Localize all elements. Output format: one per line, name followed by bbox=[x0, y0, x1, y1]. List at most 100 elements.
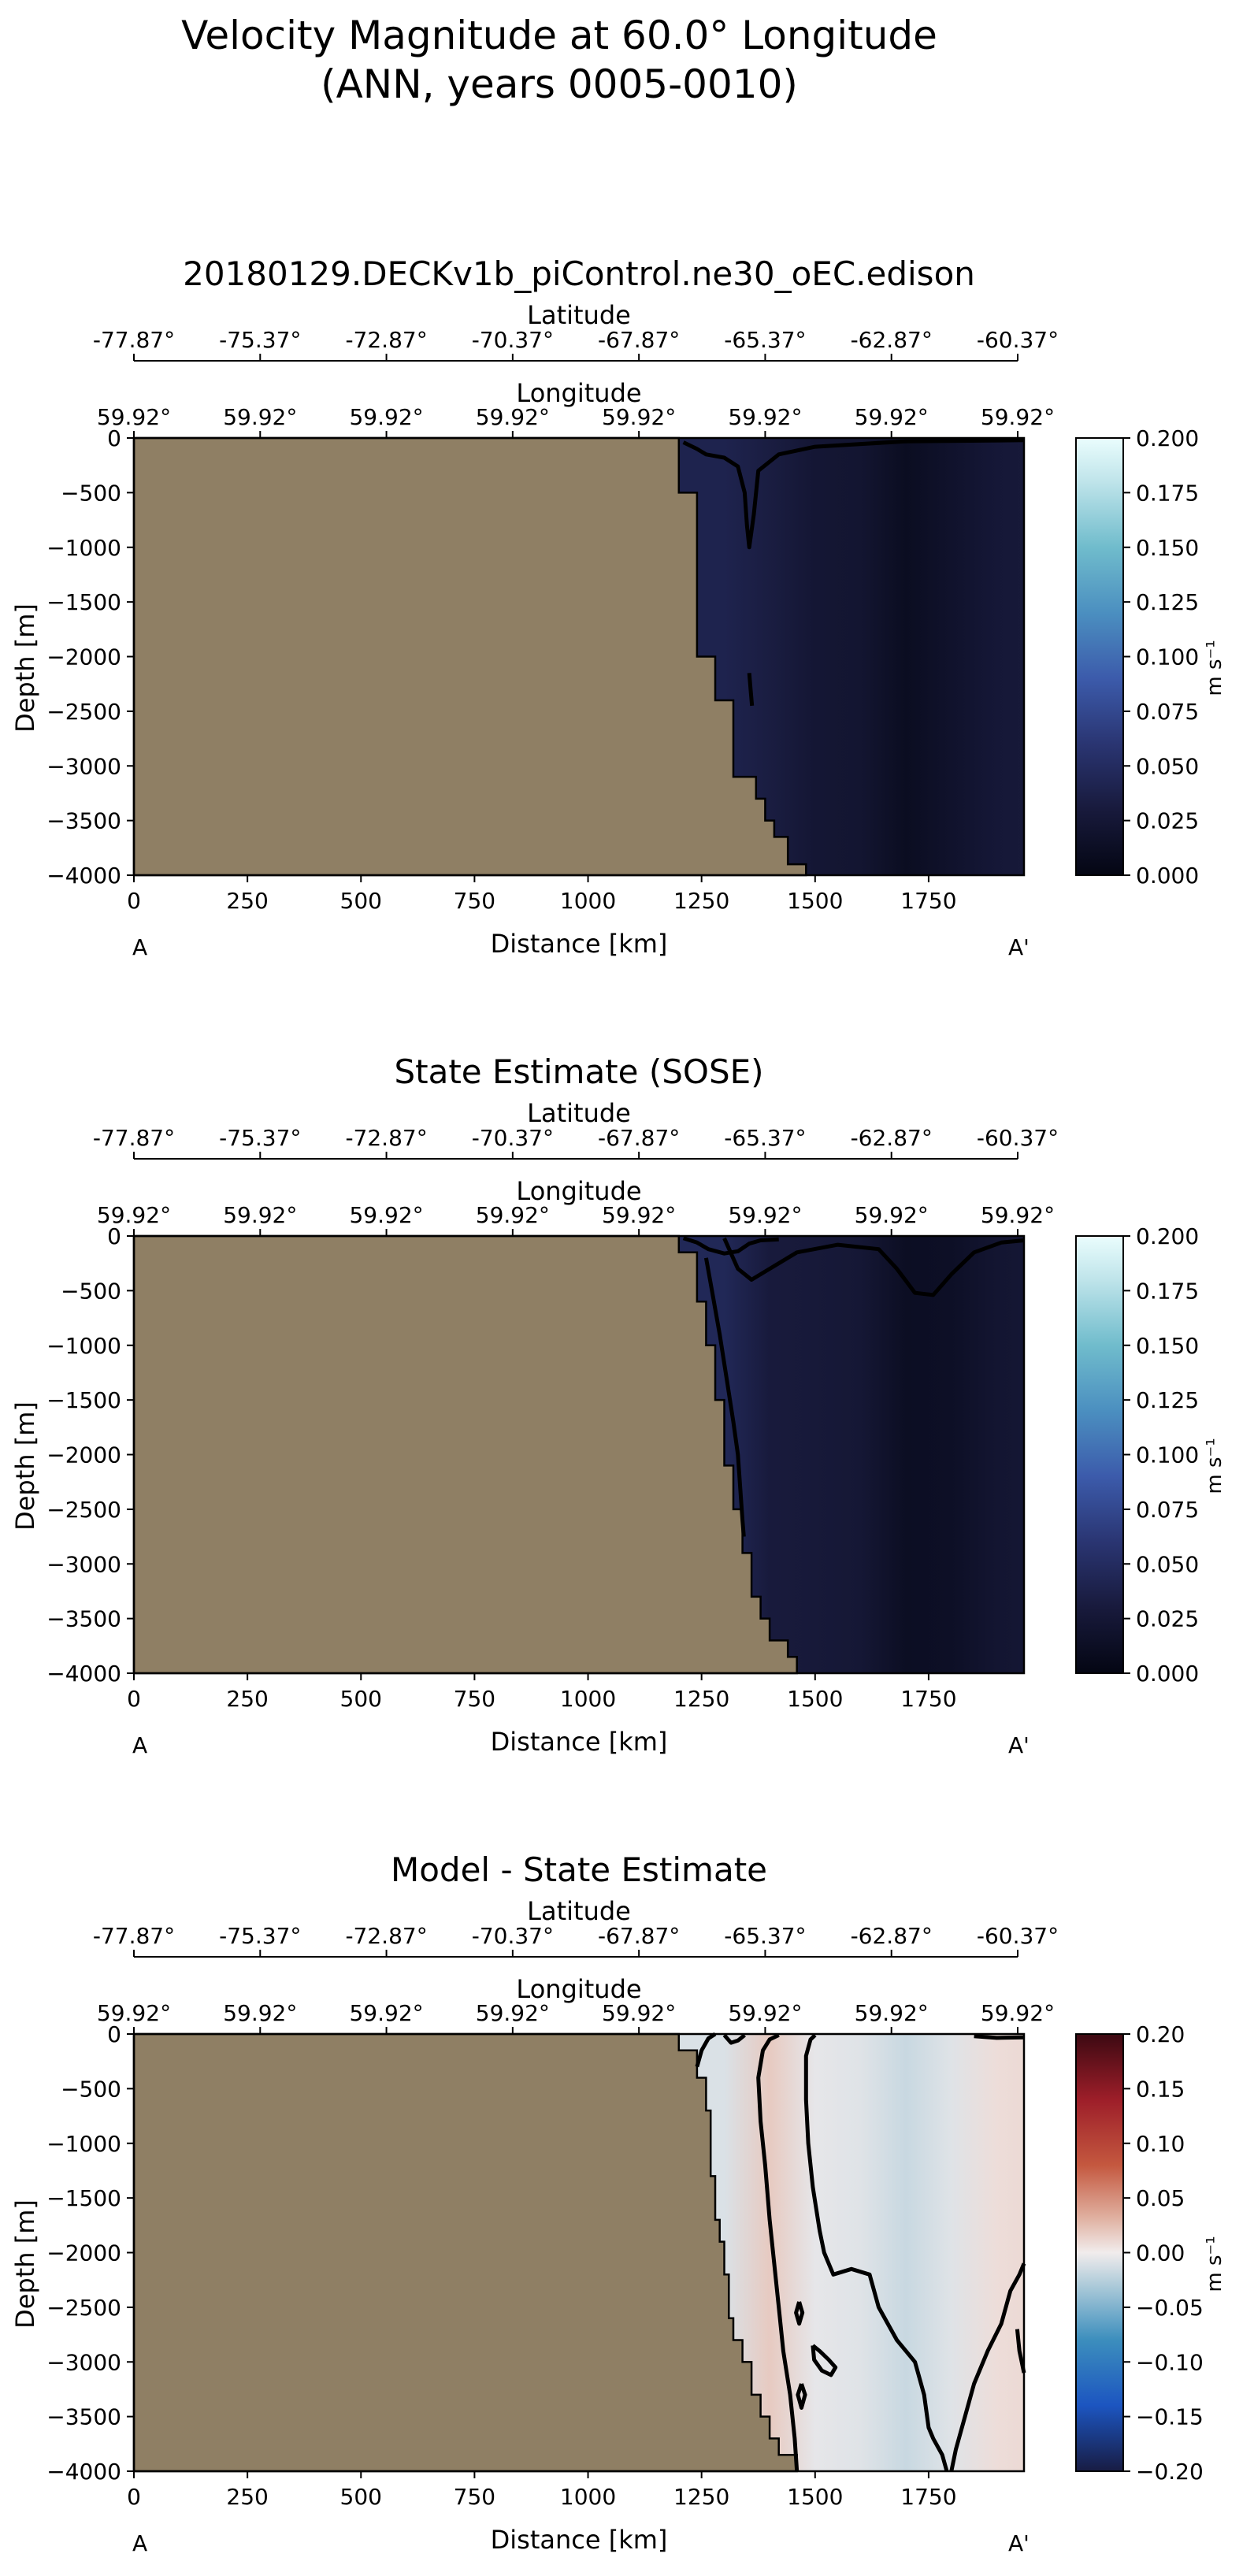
longitude-tick-label: 59.92° bbox=[602, 404, 676, 430]
latitude-tick-label: -67.87° bbox=[598, 1125, 680, 1151]
ytick-label: 0 bbox=[107, 425, 121, 451]
longitude-tick-label: 59.92° bbox=[349, 404, 423, 430]
colorbar-tick-label: 0.100 bbox=[1136, 644, 1199, 670]
colorbar-tick-label: 0.15 bbox=[1136, 2076, 1185, 2102]
colorbar-tick-label: 0.050 bbox=[1136, 1551, 1199, 1577]
xtick-label: 1500 bbox=[787, 2484, 843, 2510]
section-end-label: A' bbox=[1008, 2530, 1030, 2556]
longitude-tick-label: 59.92° bbox=[602, 2000, 676, 2026]
ytick-label: −1500 bbox=[46, 2185, 121, 2211]
latitude-tick-label: -62.87° bbox=[851, 1923, 933, 1949]
colorbar-gradient bbox=[1075, 437, 1124, 876]
xtick-label: 1500 bbox=[787, 1686, 843, 1712]
xtick-label: 1750 bbox=[900, 2484, 956, 2510]
latitude-tick-label: -72.87° bbox=[345, 327, 427, 353]
longitude-tick-label: 59.92° bbox=[97, 2000, 171, 2026]
ytick-label: −500 bbox=[61, 480, 121, 506]
xtick-label: 0 bbox=[127, 2484, 141, 2510]
panel-title: 20180129.DECKv1b_piControl.ne30_oEC.edis… bbox=[183, 254, 975, 293]
longitude-tick-label: 59.92° bbox=[476, 2000, 550, 2026]
xtick-label: 1750 bbox=[900, 888, 956, 914]
latitude-tick-label: -67.87° bbox=[598, 1923, 680, 1949]
latitude-tick-label: -77.87° bbox=[93, 327, 175, 353]
ytick-label: −4000 bbox=[46, 2459, 121, 2485]
latitude-tick-label: -65.37° bbox=[724, 1923, 806, 1949]
colorbar-tick-label: 0.175 bbox=[1136, 480, 1199, 506]
colorbar: 0.000 0.025 0.050 0.075 0.100 0.125 0.150 0.175… bbox=[1075, 425, 1199, 889]
longitude-tick-label: 59.92° bbox=[97, 1202, 171, 1228]
longitude-tick-label: 59.92° bbox=[97, 404, 171, 430]
colorbar-label: m s⁻¹ bbox=[1203, 1438, 1226, 1494]
xtick-label: 1250 bbox=[673, 888, 729, 914]
longitude-tick-label: 59.92° bbox=[728, 404, 802, 430]
contour-line bbox=[695, 2032, 717, 2068]
colorbar-tick-label: 0.025 bbox=[1136, 808, 1199, 834]
longitude-axis-label: Longitude bbox=[516, 1176, 641, 1206]
colorbar-tick-label: 0.050 bbox=[1136, 753, 1199, 779]
contour-line bbox=[756, 2033, 800, 2472]
ytick-label: −3500 bbox=[46, 1606, 121, 1632]
colorbar-tick-label: 0.150 bbox=[1136, 1333, 1199, 1359]
ytick-label: −500 bbox=[61, 1278, 121, 1304]
colorbar-tick-label: 0.200 bbox=[1136, 1223, 1199, 1249]
latitude-tick-label: -65.37° bbox=[724, 327, 806, 353]
latitude-tick-label: -77.87° bbox=[93, 1125, 175, 1151]
longitude-tick-label: 59.92° bbox=[728, 1202, 802, 1228]
colorbar: −0.20 −0.15 −0.10 −0.05 0.00 0.05 0.10 0.15 0.20 bbox=[1075, 2021, 1204, 2485]
latitude-tick-label: -72.87° bbox=[345, 1923, 427, 1949]
latitude-tick-label: -72.87° bbox=[345, 1125, 427, 1151]
latitude-tick-label: -60.37° bbox=[977, 327, 1059, 353]
latitude-tick-label: -75.37° bbox=[219, 1125, 301, 1151]
longitude-tick-label: 59.92° bbox=[981, 2000, 1055, 2026]
latitude-axis: -77.87° -75.37° -72.87° -70.37° -67.87° -65.3… bbox=[93, 1125, 1059, 1160]
colorbar-tick-label: 0.075 bbox=[1136, 699, 1199, 725]
panel-model: 20180129.DECKv1b_piControl.ne30_oEC.edis… bbox=[10, 254, 1226, 960]
ytick-label: −500 bbox=[61, 2076, 121, 2102]
contour-line bbox=[703, 1257, 746, 1537]
colorbar-tick-label: 0.125 bbox=[1136, 1387, 1199, 1413]
contour-line bbox=[722, 1237, 1025, 1297]
ytick-label: −3000 bbox=[46, 1551, 121, 1577]
contour-line bbox=[747, 673, 755, 707]
colorbar: 0.000 0.025 0.050 0.075 0.100 0.125 0.150 0.175… bbox=[1075, 1223, 1199, 1687]
latitude-tick-label: -60.37° bbox=[977, 1923, 1059, 1949]
section-plot: 0 250 500 750 1000 1250 1500 1750 0 −500 −1000 −150… bbox=[46, 1202, 1055, 1712]
latitude-axis: -77.87° -75.37° -72.87° -70.37° -67.87° -65.3… bbox=[93, 327, 1059, 362]
ytick-label: 0 bbox=[107, 1223, 121, 1249]
panel-title: Model - State Estimate bbox=[391, 1850, 767, 1889]
xtick-label: 1000 bbox=[560, 1686, 616, 1712]
latitude-tick-label: -70.37° bbox=[472, 327, 554, 353]
ytick-label: −3500 bbox=[46, 2404, 121, 2430]
bathymetry-land bbox=[132, 2032, 798, 2473]
longitude-tick-label: 59.92° bbox=[349, 1202, 423, 1228]
section-start-label: A bbox=[132, 2530, 147, 2556]
colorbar-tick-label: 0.000 bbox=[1136, 863, 1199, 889]
panel-title: State Estimate (SOSE) bbox=[394, 1052, 763, 1091]
colorbar-tick-label: 0.10 bbox=[1136, 2131, 1185, 2157]
xtick-label: 1250 bbox=[673, 2484, 729, 2510]
latitude-tick-label: -70.37° bbox=[472, 1125, 554, 1151]
xtick-label: 1000 bbox=[560, 2484, 616, 2510]
xtick-label: 1000 bbox=[560, 888, 616, 914]
ylabel: Depth [m] bbox=[10, 1401, 40, 1531]
colorbar-tick-label: 0.20 bbox=[1136, 2021, 1185, 2047]
xtick-label: 1250 bbox=[673, 1686, 729, 1712]
bathymetry-land bbox=[132, 436, 807, 877]
longitude-tick-label: 59.92° bbox=[855, 404, 929, 430]
xtick-label: 750 bbox=[454, 2484, 495, 2510]
longitude-tick-label: 59.92° bbox=[981, 404, 1055, 430]
latitude-axis: -77.87° -75.37° -72.87° -70.37° -67.87° -65.3… bbox=[93, 1923, 1059, 1958]
xtick-label: 1750 bbox=[900, 1686, 956, 1712]
latitude-tick-label: -67.87° bbox=[598, 327, 680, 353]
xtick-label: 500 bbox=[340, 2484, 382, 2510]
ytick-label: −2500 bbox=[46, 699, 121, 725]
xtick-label: 0 bbox=[127, 888, 141, 914]
latitude-axis-label: Latitude bbox=[527, 1896, 631, 1926]
contour-line bbox=[794, 2301, 805, 2326]
longitude-axis-label: Longitude bbox=[516, 378, 641, 408]
section-plot: 0 250 500 750 1000 1250 1500 1750 0 −500 −1000 −150… bbox=[46, 2000, 1055, 2510]
colorbar-tick-label: 0.05 bbox=[1136, 2185, 1185, 2211]
colorbar-label: m s⁻¹ bbox=[1203, 2236, 1226, 2292]
xlabel: Distance [km] bbox=[491, 929, 668, 959]
